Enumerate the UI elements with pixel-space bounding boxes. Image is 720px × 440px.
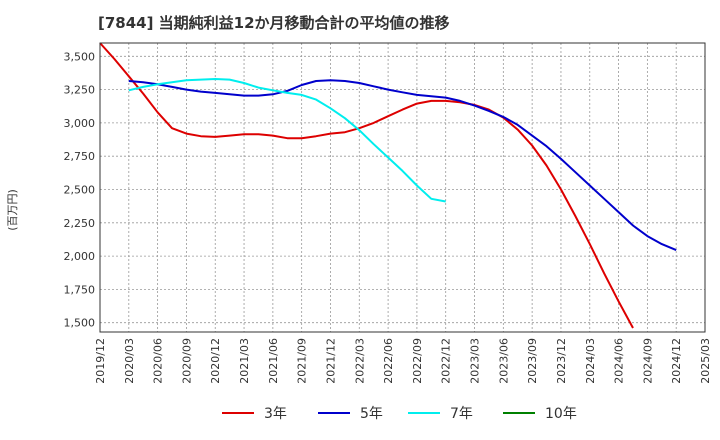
x-tick-label: 2020/06 [152,338,165,384]
y-tick-label: 3,000 [64,117,96,130]
y-tick-label: 2,000 [64,250,96,263]
legend: 3年 5年 7年 10年 [222,406,577,422]
x-tick-label: 2022/06 [382,338,395,384]
x-tick-label: 2023/06 [497,338,510,384]
x-tick-label: 2025/03 [699,338,712,384]
legend-label: 5年 [360,406,383,422]
x-tick-label: 2022/09 [411,338,424,384]
y-tick-label: 2,500 [64,183,96,196]
y-tick-label: 1,500 [64,317,96,330]
x-tick-label: 2024/12 [670,338,683,384]
y-tick-label: 2,250 [64,217,96,230]
series-line-3年 [99,42,634,329]
x-tick-label: 2023/03 [469,338,482,384]
x-tick-label: 2022/12 [440,338,453,384]
legend-label: 10年 [545,406,577,422]
x-tick-label: 2023/09 [526,338,539,384]
y-tick-label: 2,750 [64,150,96,163]
x-tick-label: 2024/06 [613,338,626,384]
x-axis-ticks: 2019/12 2020/03 2020/06 2020/09 2020/12 2021/… [94,338,712,384]
series-line-7年 [128,78,446,203]
x-tick-label: 2022/03 [353,338,366,384]
legend-label: 3年 [264,406,287,422]
grid-lines [99,43,706,332]
x-tick-label: 2021/12 [324,338,337,384]
series-lines [99,42,677,329]
y-axis-ticks: 1,500 1,750 2,000 2,250 2,500 2,750 3,000 3,250… [64,50,96,329]
x-tick-label: 2021/09 [296,338,309,384]
x-tick-label: 2023/12 [555,338,568,384]
legend-label: 7年 [450,406,473,422]
x-tick-label: 2020/09 [180,338,193,384]
x-tick-label: 2021/06 [267,338,280,384]
y-tick-label: 1,750 [64,283,96,296]
plot-frame [99,42,706,333]
series-line-5年 [128,79,677,252]
x-tick-label: 2024/03 [584,338,597,384]
x-tick-label: 2019/12 [94,338,107,384]
y-tick-label: 3,250 [64,84,96,97]
y-axis-label: (百万円) [6,189,19,231]
y-tick-label: 3,500 [64,50,96,63]
x-tick-label: 2020/12 [209,338,222,384]
x-tick-label: 2020/03 [123,338,136,384]
x-tick-label: 2021/03 [238,338,251,384]
chart-title: [7844] 当期純利益12か月移動合計の平均値の推移 [98,14,450,32]
x-tick-label: 2024/09 [641,338,654,384]
